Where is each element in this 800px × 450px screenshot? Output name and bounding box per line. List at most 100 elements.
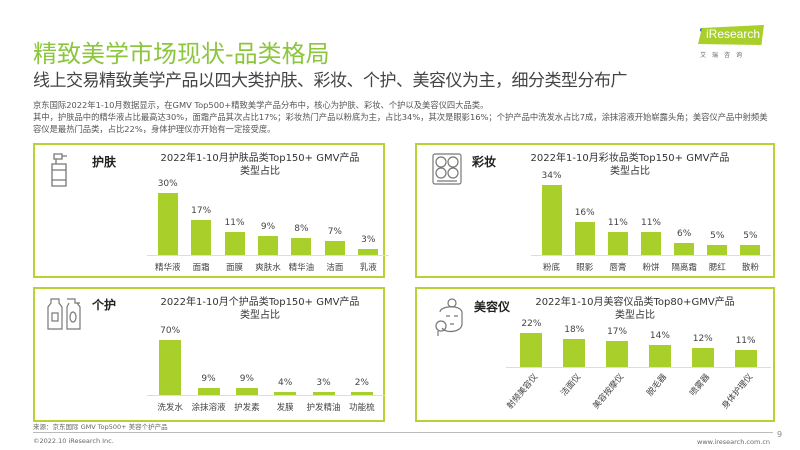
chart-title-line: 类型占比 — [240, 166, 280, 177]
data-label: 11% — [735, 336, 756, 346]
data-label: 30% — [157, 179, 178, 189]
category-label: 爽肤水 — [255, 263, 281, 273]
copyright: ©2022.10 iResearch Inc. — [33, 437, 114, 445]
data-label: 11% — [607, 218, 628, 229]
iresearch-logo: iResearch — [698, 25, 764, 45]
data-label: 17% — [607, 326, 628, 337]
data-label: 70% — [160, 326, 181, 336]
bar-makeup — [641, 232, 661, 255]
data-label: 11% — [640, 218, 661, 229]
panel-name: 个护 — [92, 298, 117, 312]
bar-personal — [159, 340, 182, 395]
category-label: 精华油 — [288, 263, 315, 273]
panel-device — [415, 287, 775, 422]
category-label: 眼影 — [576, 263, 594, 273]
category-label: 功能梳 — [349, 403, 375, 413]
data-label: 17% — [191, 205, 212, 216]
data-label: 7% — [327, 226, 342, 237]
bar-makeup — [574, 222, 595, 255]
bar-makeup — [674, 242, 695, 255]
panel-name: 美容仪 — [474, 300, 511, 314]
bar-skincare — [324, 240, 345, 255]
data-label: 9% — [201, 373, 216, 384]
chart-title: 2022年1-10月彩妆品类Top150+ GMV产品 类型占比 — [520, 152, 740, 178]
bottles-icon — [46, 297, 82, 335]
chart-title-line: 类型占比 — [615, 310, 655, 321]
bar-makeup — [541, 185, 562, 255]
bar-device — [563, 339, 586, 367]
bar-skincare — [191, 219, 212, 255]
category-label: 发膜 — [276, 403, 294, 413]
panel-personal — [33, 287, 385, 422]
bar-device — [606, 340, 629, 367]
chart-title-line: 2022年1-10月美容仪品类Top80+GMV产品 — [535, 297, 735, 308]
page-subtitle: 线上交易精致美学产品以四大类护肤、彩妆、个护、美容仪为主，细分类型分布广 — [33, 71, 628, 91]
bar-personal — [197, 387, 220, 395]
category-label: 涂抹溶液 — [191, 403, 226, 413]
chart-title-line: 2022年1-10月护肤品类Top150+ GMV产品 — [160, 153, 360, 164]
bar-personal — [312, 392, 335, 395]
data-label: 11% — [224, 218, 245, 229]
bar-personal — [350, 392, 373, 395]
category-label: 精华液 — [154, 263, 181, 273]
x-axis — [147, 395, 385, 396]
website-link[interactable]: www.iresearch.com.cn — [697, 438, 771, 446]
category-label: 散粉 — [741, 263, 759, 273]
data-label: 4% — [278, 377, 293, 388]
data-label: 12% — [692, 334, 713, 345]
category-label: 面霜 — [192, 263, 210, 273]
bar-makeup — [740, 244, 761, 255]
category-label: 腮红 — [708, 263, 726, 273]
data-label: 8% — [294, 224, 309, 235]
data-label: 3% — [316, 378, 331, 388]
chart-title: 2022年1-10月美容仪品类Top80+GMV产品 类型占比 — [525, 296, 745, 322]
chart-title-line: 类型占比 — [240, 310, 280, 321]
panel-name: 彩妆 — [472, 155, 497, 169]
category-label: 隔离霜 — [671, 263, 697, 273]
category-label: 面膜 — [226, 263, 244, 273]
bar-device — [648, 345, 671, 367]
bar-device — [691, 348, 714, 367]
data-label: 2% — [354, 378, 369, 388]
x-axis — [531, 255, 771, 256]
data-label: 16% — [574, 208, 595, 219]
category-label: 洗发水 — [157, 403, 183, 413]
data-label: 34% — [541, 171, 562, 181]
bar-skincare — [358, 248, 379, 255]
chart-title-line: 2022年1-10月彩妆品类Top150+ GMV产品 — [530, 153, 730, 164]
chart-title-line: 2022年1-10月个护品类Top150+ GMV产品 — [160, 297, 360, 308]
pump-bottle-icon — [48, 152, 72, 192]
source-note: 来源：京东国际 GMV Top500+ 美容个护产品 — [33, 423, 168, 431]
description: 京东国际2022年1-10月数据显示，在GMV Top500+精致美学产品分布中… — [33, 99, 773, 135]
category-label: 护发素 — [234, 403, 260, 413]
description-line: 京东国际2022年1-10月数据显示，在GMV Top500+精致美学产品分布中… — [33, 100, 489, 110]
bar-skincare — [257, 236, 279, 255]
bar-skincare — [291, 238, 312, 255]
palette-icon — [432, 153, 462, 189]
face-device-icon — [432, 298, 466, 342]
category-label: 粉底 — [543, 263, 561, 273]
bar-device — [520, 333, 543, 367]
chart-title: 2022年1-10月个护品类Top150+ GMV产品 类型占比 — [150, 296, 370, 322]
chart-title-line: 类型占比 — [610, 166, 650, 177]
category-label: 粉饼 — [642, 263, 660, 273]
bar-device — [734, 350, 757, 367]
data-label: 22% — [521, 319, 542, 329]
x-axis — [506, 367, 771, 368]
bar-personal — [235, 387, 258, 395]
page-number: 9 — [777, 430, 783, 439]
logo-text: iResearch — [706, 27, 761, 41]
bar-makeup — [707, 244, 728, 255]
x-axis — [147, 255, 389, 256]
bar-skincare — [224, 232, 245, 255]
category-label: 洁面 — [326, 263, 344, 273]
category-label: 唇膏 — [609, 263, 627, 273]
category-label: 乳液 — [359, 263, 377, 273]
chart-title: 2022年1-10月护肤品类Top150+ GMV产品 类型占比 — [150, 152, 370, 178]
data-label: 9% — [239, 373, 254, 384]
data-label: 3% — [361, 234, 376, 245]
data-label: 14% — [649, 331, 670, 342]
description-line: 其中，护肤品中的精华液占比最高达30%，面霜产品其次占比17%；彩妆热门产品以粉… — [33, 112, 768, 134]
data-label: 18% — [564, 325, 585, 336]
data-label: 5% — [710, 230, 725, 241]
